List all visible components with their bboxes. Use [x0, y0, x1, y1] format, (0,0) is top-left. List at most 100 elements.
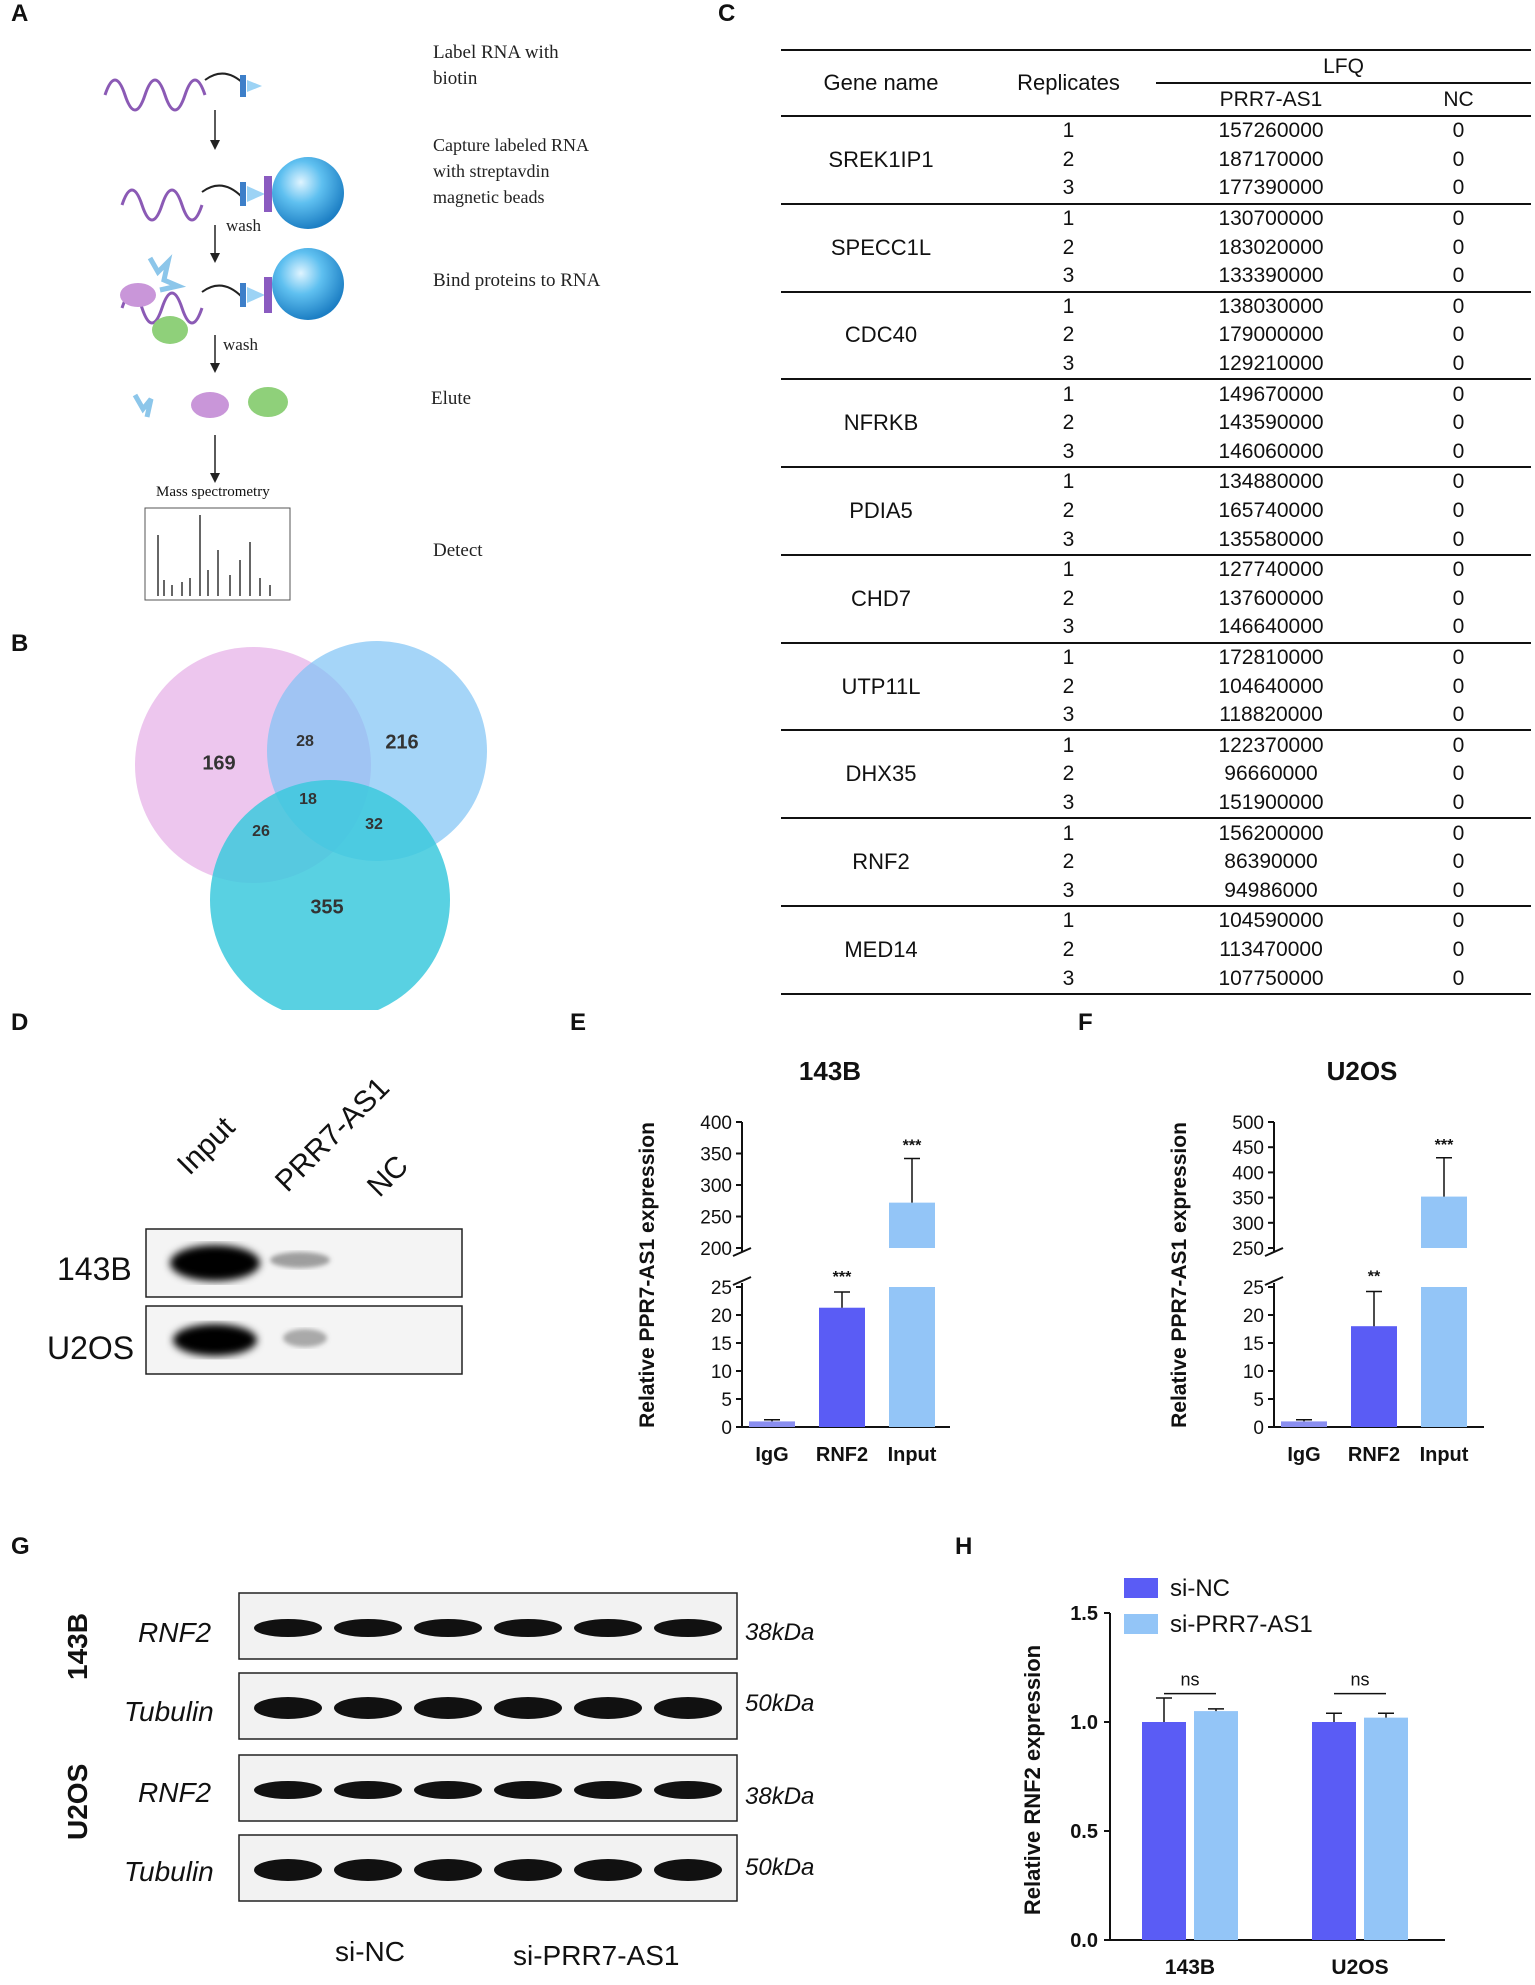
replicate-cell: 2 [1062, 762, 1075, 786]
nc-lfq-cell: 0 [1452, 527, 1465, 551]
prr7-lfq-cell: 183020000 [1218, 235, 1324, 259]
table-row: CHD7 1 127740000 0 [781, 554, 1531, 611]
blot-d-lane-input: Input [170, 1110, 242, 1182]
replicate-cell: 3 [1062, 878, 1075, 902]
nc-lfq-cell: 0 [1452, 909, 1465, 933]
nc-lfq-cell: 0 [1452, 207, 1465, 231]
panel-label-c: C [718, 0, 736, 27]
chart-f: U2OS Relative PPR7-AS1 expression 0 5 10 15 20… [1168, 1056, 1484, 1466]
bar [1421, 1287, 1467, 1427]
blot-g-band-tubulin-143b: Tubulin [124, 1696, 214, 1727]
chart-h: 0.0 0.5 1.0 1.5 Relative RNF2 expression ns 14… [1020, 1575, 1445, 1979]
y-tick-label: 250 [1232, 1239, 1264, 1260]
y-tick-label: 15 [711, 1334, 732, 1355]
panel-label-a: A [11, 0, 29, 27]
blot-g-cell-143b: 143B [62, 1613, 93, 1680]
table-row: 3 118820000 0 [781, 701, 1531, 731]
table-row: 2 96660000 0 [781, 760, 1531, 789]
nc-lfq-cell: 0 [1452, 235, 1465, 259]
significance-label: ns [1180, 1670, 1199, 1690]
legend-swatch [1124, 1578, 1158, 1598]
panel-label-f: F [1078, 1009, 1093, 1036]
replicate-cell: 1 [1062, 645, 1075, 669]
table-row: 2 179000000 0 [781, 321, 1531, 350]
nc-lfq-cell: 0 [1452, 937, 1465, 961]
y-tick-label: 200 [700, 1239, 732, 1260]
y-tick-label: 5 [1253, 1390, 1264, 1411]
blot-strip [238, 1834, 738, 1902]
y-tick-label: 15 [1243, 1334, 1264, 1355]
table-row: 2 187170000 0 [781, 146, 1531, 175]
blot-band [254, 1781, 322, 1799]
prr7-lfq-cell: 172810000 [1218, 645, 1324, 669]
y-axis-label: Relative PPR7-AS1 expression [636, 1122, 659, 1428]
nc-lfq-cell: 0 [1452, 615, 1465, 639]
nc-lfq-cell: 0 [1452, 382, 1465, 406]
gene-name-cell: CHD7 [851, 585, 911, 611]
table-row: 3 151900000 0 [781, 789, 1531, 819]
mass-spec-label: Mass spectrometry [156, 484, 270, 500]
prr7-lfq-cell: 130700000 [1218, 207, 1324, 231]
nc-lfq-cell: 0 [1452, 323, 1465, 347]
error-bar [1208, 1708, 1224, 1712]
replicate-cell: 1 [1062, 294, 1075, 318]
y-tick-label: 0.0 [1070, 1930, 1098, 1952]
x-tick-label: Input [1420, 1444, 1469, 1466]
table-row: 3 133390000 0 [781, 262, 1531, 292]
venn-teal-only: 355 [310, 896, 344, 919]
blot-band [334, 1619, 402, 1637]
step-2-line-1: Capture labeled RNA [433, 135, 589, 155]
table-row: 3 177390000 0 [781, 174, 1531, 204]
axis-break-mark [732, 1247, 752, 1286]
replicate-cell: 2 [1062, 850, 1075, 874]
blot-band [414, 1697, 482, 1719]
blot-d-row-143b: 143B [57, 1251, 132, 1287]
prr7-lfq-cell: 156200000 [1218, 821, 1324, 845]
header-prr7-as1: PRR7-AS1 [1219, 87, 1323, 111]
prr7-lfq-cell: 94986000 [1224, 878, 1318, 902]
replicate-cell: 3 [1062, 527, 1075, 551]
nc-lfq-cell: 0 [1452, 850, 1465, 874]
nc-lfq-cell: 0 [1452, 411, 1465, 435]
y-tick-label: 350 [700, 1145, 732, 1166]
nc-lfq-cell: 0 [1452, 294, 1465, 318]
replicate-cell: 3 [1062, 615, 1075, 639]
prr7-lfq-cell: 177390000 [1218, 176, 1324, 200]
y-tick-label: 400 [1232, 1163, 1264, 1184]
significance-label: *** [903, 1138, 922, 1155]
significance-label: ns [1350, 1670, 1369, 1690]
x-tick-label: IgG [1287, 1444, 1320, 1466]
y-tick-label: 10 [711, 1362, 732, 1383]
nc-lfq-cell: 0 [1452, 733, 1465, 757]
gene-name-cell: CDC40 [844, 322, 918, 348]
bar [1364, 1717, 1408, 1940]
table-row: CDC40 1 138030000 0 [781, 291, 1531, 347]
prr7-lfq-cell: 151900000 [1218, 790, 1324, 814]
y-tick-label: 500 [1232, 1113, 1264, 1134]
blot-strip [238, 1672, 738, 1740]
x-tick-label: 143B [1165, 1956, 1215, 1979]
error-bar [1378, 1712, 1394, 1718]
step-5-text: Detect [433, 540, 483, 561]
table-row: 3 129210000 0 [781, 350, 1531, 380]
significance-label: ** [1368, 1268, 1381, 1285]
y-tick-label: 25 [1243, 1278, 1264, 1299]
y-tick-label: 450 [1232, 1138, 1264, 1159]
prr7-lfq-cell: 107750000 [1218, 966, 1324, 990]
prr7-lfq-cell: 146060000 [1218, 439, 1324, 463]
gene-name-cell: MED14 [844, 936, 918, 962]
table-row: UTP11L 1 172810000 0 [781, 642, 1531, 699]
y-tick-label: 0 [721, 1418, 732, 1439]
blot-band [254, 1859, 322, 1881]
header-lfq: LFQ [1156, 50, 1531, 84]
prr7-lfq-cell: 104590000 [1218, 909, 1324, 933]
prr7-lfq-cell: 133390000 [1218, 264, 1324, 288]
blot-g-band-rnf2-143b: RNF2 [138, 1617, 212, 1648]
table-row: DHX35 1 122370000 0 [781, 730, 1531, 786]
significance-label: *** [1435, 1137, 1454, 1154]
table-row: SPECC1L 1 130700000 0 [781, 203, 1531, 260]
blot-band [494, 1619, 562, 1637]
blot-band [654, 1697, 722, 1719]
blot-g-kda-3: 38kDa [745, 1783, 815, 1810]
gene-name-cell: PDIA5 [849, 498, 913, 524]
